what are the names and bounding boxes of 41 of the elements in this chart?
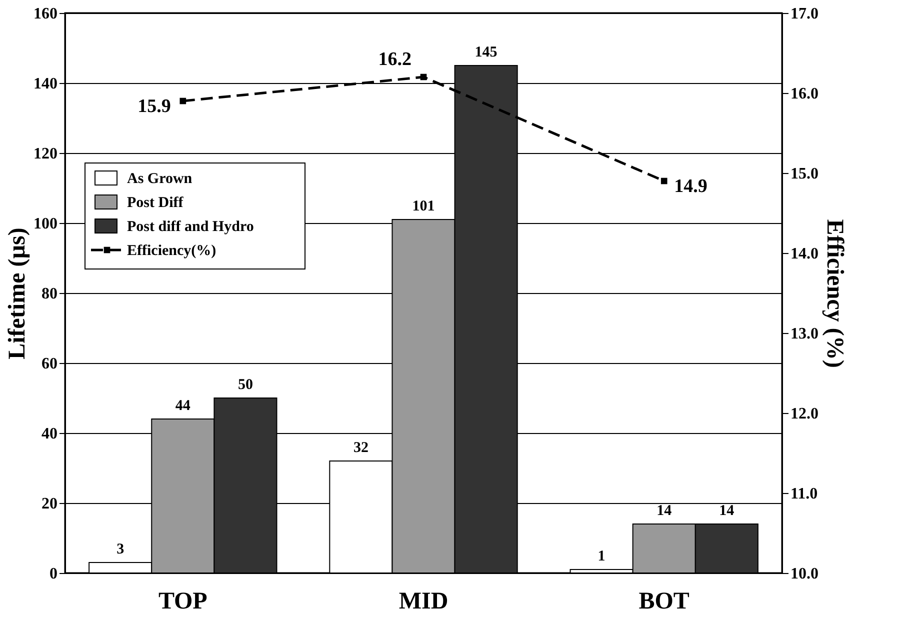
x-tick-label: MID <box>398 588 448 614</box>
data-label: 101 <box>412 198 435 214</box>
y-tick-label: 100 <box>34 216 58 232</box>
y-axis-title: Lifetime (µs) <box>4 228 30 360</box>
y-tick-label: 20 <box>42 496 58 512</box>
y2-tick-label: 16.0 <box>790 86 818 102</box>
y2-tick-label: 15.0 <box>790 166 818 182</box>
point <box>660 178 668 184</box>
y2-tick-label: 17.0 <box>790 6 818 22</box>
data-label: 14 <box>656 503 672 519</box>
data-label: 15.9 <box>138 96 171 117</box>
y-tick-label: 60 <box>42 356 58 372</box>
y-tick-label: 0 <box>50 566 58 582</box>
y-tick-label: 120 <box>34 146 58 162</box>
data-label: 50 <box>238 377 253 393</box>
data-label: 32 <box>353 440 368 456</box>
y2-tick-label: 11.0 <box>790 486 818 502</box>
y2-tick-label: 14.0 <box>790 246 818 262</box>
data-label: 1 <box>598 548 606 564</box>
data-label: 44 <box>175 398 191 414</box>
y-tick-label: 80 <box>42 286 58 302</box>
point <box>420 74 427 80</box>
data-label: 145 <box>474 44 498 60</box>
y2-tick-label: 12.0 <box>790 406 818 422</box>
x-tick-label: TOP <box>158 588 208 614</box>
legend-label: Post diff and Hydro <box>127 219 254 235</box>
legend-label: Post Diff <box>127 195 184 211</box>
y-tick-label: 40 <box>42 426 58 442</box>
y-tick-label: 140 <box>34 76 58 92</box>
x-tick-label: BOT <box>638 588 690 614</box>
legend-label: As Grown <box>127 171 193 187</box>
data-label: 3 <box>116 542 124 558</box>
data-label: 14 <box>719 503 735 519</box>
data-label: 16.2 <box>378 49 412 70</box>
y2-tick-label: 10.0 <box>790 566 818 582</box>
point <box>180 98 186 104</box>
legend-label: Efficiency(%) <box>127 243 216 259</box>
y-tick-label: 160 <box>34 6 58 22</box>
y2-tick-label: 13.0 <box>790 326 818 342</box>
y2-axis-title: Efficiency (%) <box>822 219 848 368</box>
data-label: 14.9 <box>674 176 708 197</box>
